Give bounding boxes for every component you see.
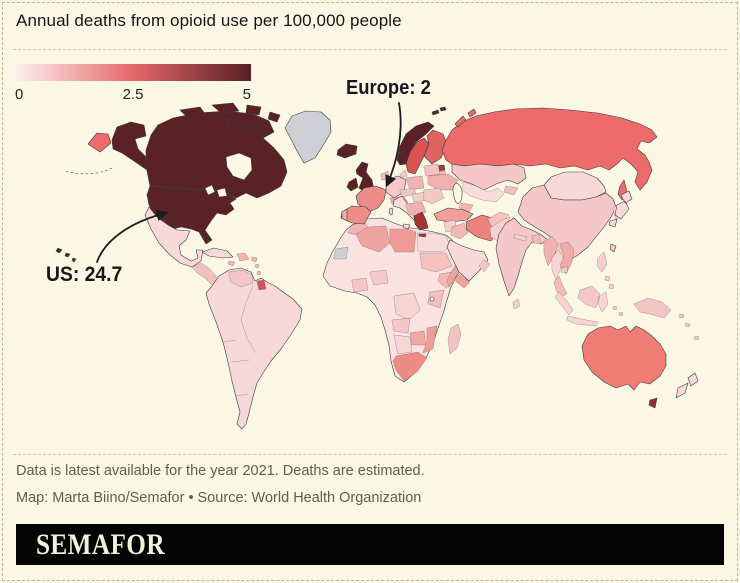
island-borneo [577,285,601,309]
country-mongolia [543,171,607,201]
legend-labels: 0 2.5 5 [14,86,251,104]
region-zambia-zimbabwe [409,330,427,346]
country-mexico [144,206,204,268]
country-philippines [596,251,615,290]
country-dr-congo [393,292,421,321]
country-belarus [423,163,441,177]
country-australia [581,325,667,391]
lake-victoria [429,296,435,302]
hawaii-islands [55,247,77,263]
caspian-sea [452,183,463,204]
us-annotation-arrow [96,209,169,263]
novaya-zemlya-islands [454,108,477,128]
region-romania-bulgaria [423,187,445,205]
country-greece [413,211,429,238]
great-lakes [204,184,228,198]
region-kenya-tanzania [427,289,445,309]
region-south-america [205,267,303,430]
page-title: Annual deaths from opioid use per 100,00… [16,11,402,30]
country-canada [145,110,288,199]
country-ukraine [427,173,459,191]
legend-min-label: 0 [15,86,24,103]
country-sudan [419,252,453,273]
legend-gradient [14,64,251,81]
country-japan [608,190,633,228]
region-laos-vietnam [559,241,575,275]
country-russia [441,107,658,191]
region-benelux [380,170,390,181]
legend-max-label: 5 [242,86,251,103]
region-western-sahara [333,246,349,260]
canadian-arctic-islands [179,102,281,135]
country-new-zealand [675,372,699,399]
island-new-guinea [633,297,672,319]
country-turkey [433,207,474,223]
footer-divider [13,454,727,455]
country-venezuela [228,269,254,288]
country-russia-chukotka-west [87,132,112,153]
title-divider [13,49,727,50]
europe-annotation-arrow [385,102,402,188]
data-note: Data is latest available for the year 20… [16,463,425,479]
credit-line: Map: Marta Biino/Semafor • Source: World… [16,490,422,506]
country-yemen [453,273,471,289]
caribbean-islands [227,252,262,276]
country-bangladesh [531,233,542,245]
annotation-us: US: 24.7 [46,263,123,286]
region-west-africa-coast [351,277,369,293]
country-oman [478,259,491,273]
south-america-borders [223,285,256,397]
annotation-europe: Europe: 2 [346,77,431,99]
country-kazakhstan [451,163,527,191]
country-mozambique [422,325,438,354]
country-taiwan [609,243,617,253]
country-norway [396,121,435,166]
hudson-bay [225,152,253,181]
country-libya [389,228,417,253]
legend-mid-label: 2.5 [122,86,144,103]
island-sumatra [554,291,574,316]
semafor-logo: SEMAFOR [36,528,165,561]
country-south-africa [392,351,428,382]
country-ireland [346,177,359,192]
country-nepal [513,233,528,242]
country-nigeria [369,269,389,286]
country-iraq [450,222,469,240]
country-suriname [256,279,267,291]
region-malay-peninsula [553,275,568,298]
country-denmark [399,169,408,179]
svalbard-islands [431,106,447,116]
country-sri-lanka [512,298,521,310]
country-saudi-arabia [446,239,489,282]
pacific-islands [598,305,700,341]
island-java [566,315,599,327]
country-angola [391,317,411,334]
world-choropleth-map [55,102,700,430]
aleutian-islands [63,167,113,175]
country-finland [423,129,448,165]
region-uzbekistan-turkmenistan [461,181,505,203]
country-thailand [551,249,565,281]
country-greenland [284,110,332,164]
country-united-states-alaska [111,121,157,171]
country-poland [405,175,425,191]
country-iceland [336,143,358,159]
country-madagascar [447,323,462,355]
semafor-logo-bar: SEMAFOR [16,524,724,565]
region-namibia-botswana [393,334,413,355]
country-cuba [201,247,234,259]
region-kyrgyzstan-tajikistan [503,185,519,196]
country-cambodia [560,265,569,274]
island-sulawesi [597,291,609,313]
island-tasmania [648,397,658,409]
us-canada-border [150,184,229,193]
country-portugal [341,208,348,222]
